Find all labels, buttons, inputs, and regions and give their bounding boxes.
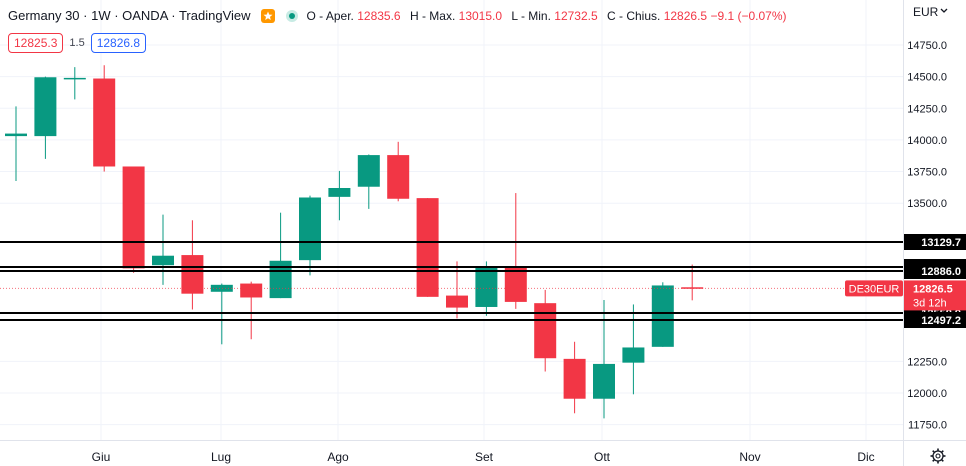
candle-body: [504, 266, 527, 302]
candle-body: [593, 363, 615, 399]
candle-body: [122, 166, 145, 269]
candle-body: [357, 155, 380, 187]
open-value: 12835.6: [357, 8, 401, 23]
low-value: 12732.5: [554, 8, 598, 23]
candle-body: [210, 284, 233, 292]
candle-body: [34, 77, 57, 137]
last-price-tag: [904, 280, 966, 311]
level-price-label: 13129.7: [921, 237, 961, 249]
y-tick-label: 14750.0: [907, 40, 947, 52]
x-tick-label: Ott: [594, 450, 611, 464]
candle-body: [416, 198, 439, 297]
level-price-label: 12886.0: [921, 266, 961, 278]
level-price-label: 12497.2: [921, 315, 961, 327]
candle-body: [563, 358, 586, 399]
x-tick-label: Set: [475, 450, 494, 464]
level-price-tag: [904, 312, 966, 328]
candle-body: [475, 266, 498, 307]
y-tick-label: 14250.0: [907, 103, 947, 115]
x-tick-label: Lug: [211, 450, 231, 464]
x-tick-label: Giu: [92, 450, 111, 464]
candle-body: [328, 188, 351, 197]
live-dot-icon: [285, 9, 299, 23]
symbol-tag-label: DE30EUR: [849, 283, 900, 295]
open-label: O - Aper.: [306, 8, 354, 23]
level-price-tag: [904, 234, 966, 250]
gear-icon[interactable]: [930, 448, 946, 464]
close-label: C - Chius.: [607, 8, 661, 23]
symbol-title[interactable]: Germany 30 · 1W · OANDA · TradingView: [8, 8, 251, 23]
high-value: 13015.0: [458, 8, 503, 23]
y-tick-label: 13750.0: [907, 167, 947, 179]
level-price-tag: [904, 263, 966, 279]
sell-button[interactable]: 12825.3: [8, 33, 64, 53]
chevron-down-icon: [938, 5, 950, 19]
candle-body: [93, 78, 116, 167]
last-price-label: 12826.5: [913, 283, 953, 295]
candle-body: [152, 255, 174, 266]
candle-body: [63, 77, 86, 80]
currency-label: EUR: [913, 5, 939, 19]
x-tick-label: Dic: [857, 450, 874, 464]
candle-body: [622, 347, 645, 363]
symbol-tag: [845, 280, 903, 297]
star-icon[interactable]: [260, 8, 275, 23]
change-value: −9.1 (−0.07%): [710, 8, 787, 23]
y-tick-label: 12000.0: [907, 388, 947, 400]
currency-selector[interactable]: EUR: [913, 5, 950, 19]
x-tick-label: Ago: [327, 450, 349, 464]
candle-body: [446, 295, 468, 308]
close-value: 12826.5: [663, 8, 708, 23]
high-label: H - Max.: [409, 8, 456, 23]
candle-body: [681, 287, 704, 289]
candle-body: [5, 133, 27, 137]
ohlc-readout: O - Aper. 12835.6 H - Max. 13015.0 L - M…: [307, 9, 787, 23]
countdown-label: 3d 12h: [913, 297, 947, 309]
candle-body: [240, 283, 263, 298]
x-tick-label: Nov: [739, 450, 760, 464]
chart-legend: Germany 30 · 1W · OANDA · TradingView O …: [8, 8, 787, 23]
y-tick-label: 13500.0: [907, 198, 947, 210]
candle-body: [534, 303, 557, 359]
candle-body: [181, 255, 204, 294]
trade-buttons: 12825.3 1.5 12826.8: [8, 33, 147, 53]
y-tick-label: 12250.0: [907, 356, 947, 368]
y-tick-label: 14000.0: [907, 135, 947, 147]
low-label: L - Min.: [511, 8, 551, 23]
candle-body: [651, 285, 674, 347]
spread-value: 1.5: [69, 37, 85, 49]
candle-body: [387, 155, 410, 199]
y-tick-label: 14500.0: [907, 72, 947, 84]
buy-button[interactable]: 12826.8: [90, 33, 147, 53]
y-tick-label: 11750.0: [908, 420, 947, 432]
candle-body: [299, 197, 321, 261]
